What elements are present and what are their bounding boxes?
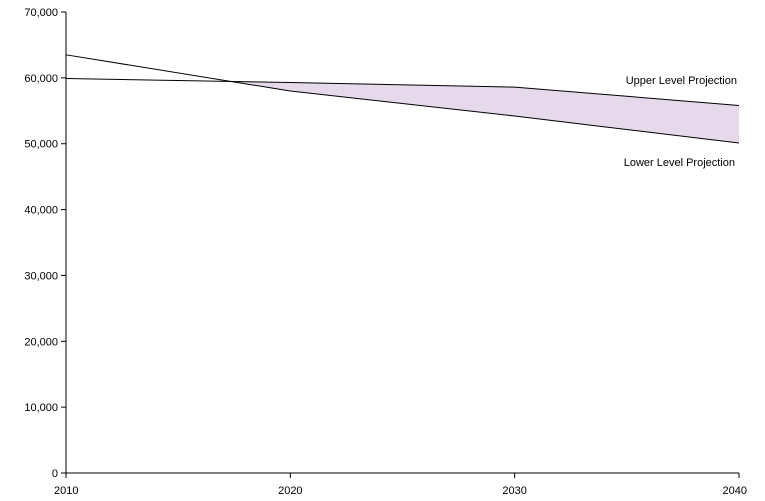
series-lines	[65, 54, 740, 144]
y-tick-label: 50,000	[24, 139, 58, 151]
y-tick-label: 40,000	[24, 205, 58, 217]
axes	[61, 11, 740, 478]
lower-projection-line	[65, 54, 740, 144]
upper-projection-line	[65, 78, 740, 107]
x-tick-label: 2020	[278, 485, 302, 497]
x-tick-label: 2030	[502, 485, 526, 497]
y-tick-label: 20,000	[24, 336, 58, 348]
x-tick-label: 2040	[723, 485, 747, 497]
y-tick-label: 10,000	[24, 402, 58, 414]
y-tick-label: 60,000	[24, 73, 58, 85]
x-tick-label: 2010	[54, 485, 78, 497]
y-tick-label: 30,000	[24, 270, 58, 282]
tick-labels: 0 10,000 20,000 30,000 40,000 50,000 60,000 70,…	[24, 7, 747, 497]
upper-projection-label: Upper Level Projection	[626, 75, 737, 87]
y-tick-label: 0	[52, 468, 58, 480]
y-tick-label: 70,000	[24, 7, 58, 19]
lower-projection-label: Lower Level Projection	[624, 157, 735, 169]
